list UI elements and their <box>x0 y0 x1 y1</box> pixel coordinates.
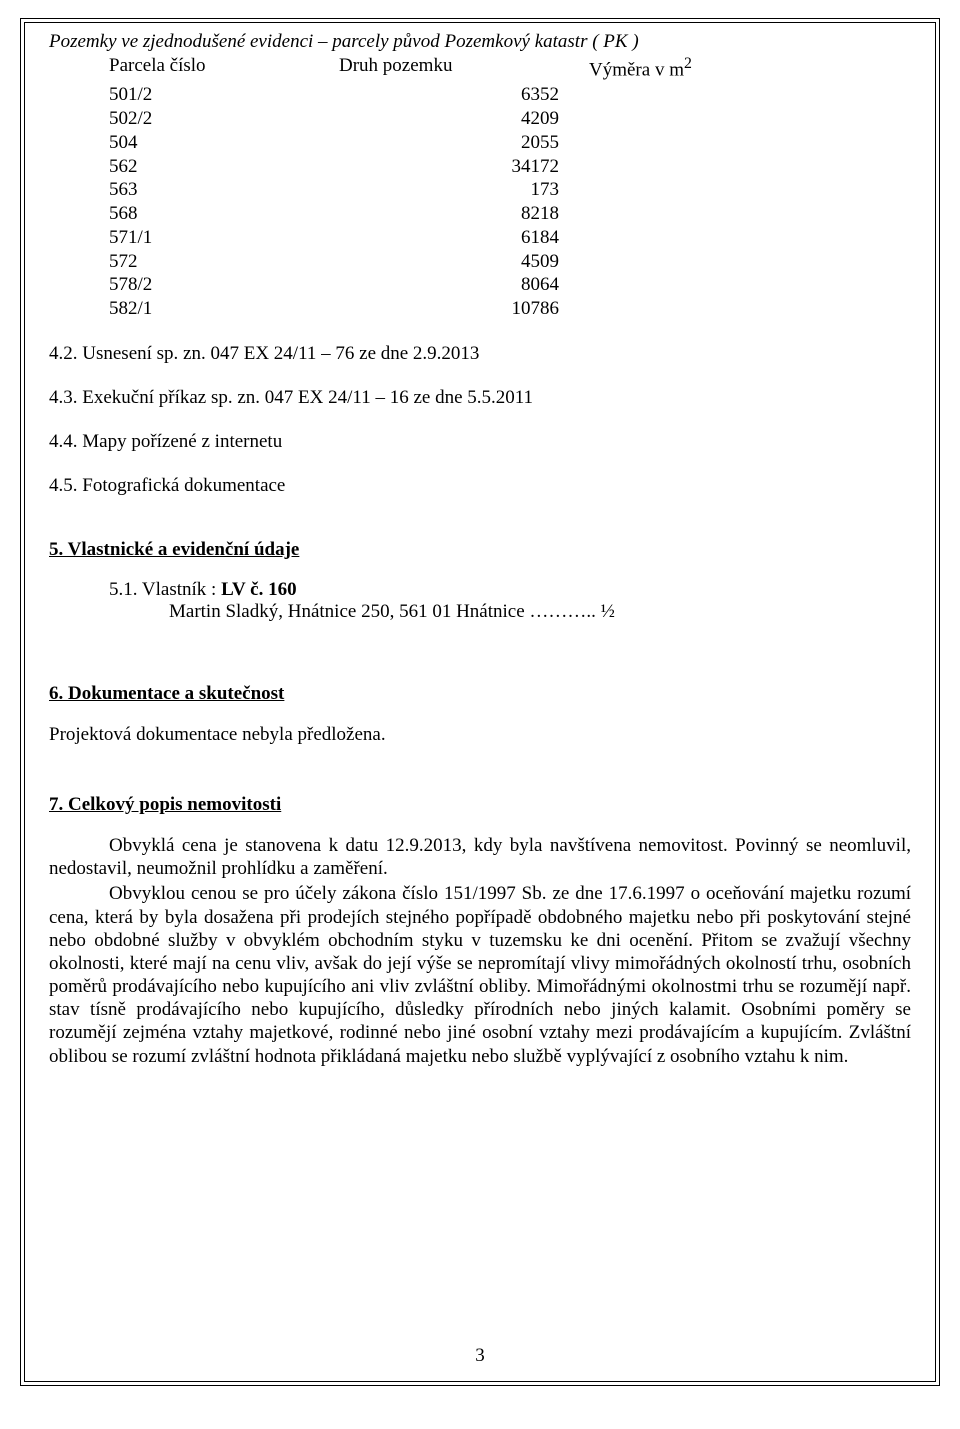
outer-frame: Pozemky ve zjednodušené evidenci – parce… <box>20 18 940 1386</box>
parcel-number: 568 <box>109 202 249 226</box>
spacer <box>249 155 469 179</box>
table-row: 572 4509 <box>109 250 911 274</box>
owner-line: 5.1. Vlastník : LV č. 160 <box>109 579 911 601</box>
parcels-table-header: Parcela číslo Druh pozemku Výměra v m2 <box>109 55 911 81</box>
inner-frame: Pozemky ve zjednodušené evidenci – parce… <box>24 22 936 1382</box>
spacer <box>249 273 469 297</box>
parcel-area: 4209 <box>469 107 559 131</box>
section-7-p2: Obvyklou cenou se pro účely zákona číslo… <box>49 882 911 1067</box>
parcel-number: 572 <box>109 250 249 274</box>
table-row: 563 173 <box>109 178 911 202</box>
col-area-label: Výměra v m <box>589 59 684 80</box>
table-row: 568 8218 <box>109 202 911 226</box>
table-row: 501/2 6352 <box>109 83 911 107</box>
spacer <box>249 297 469 321</box>
col-land-type: Druh pozemku <box>339 55 499 81</box>
parcel-area: 34172 <box>469 155 559 179</box>
parcel-area: 173 <box>469 178 559 202</box>
table-row: 502/2 4209 <box>109 107 911 131</box>
parcel-area: 8064 <box>469 273 559 297</box>
page-number: 3 <box>25 1345 935 1367</box>
parcel-number: 504 <box>109 131 249 155</box>
spacer <box>249 131 469 155</box>
parcel-number: 563 <box>109 178 249 202</box>
item-4-3: 4.3. Exekuční příkaz sp. zn. 047 EX 24/1… <box>49 387 911 409</box>
item-4-5: 4.5. Fotografická dokumentace <box>49 475 911 497</box>
page: Pozemky ve zjednodušené evidenci – parce… <box>0 0 960 1429</box>
table-row: 504 2055 <box>109 131 911 155</box>
table-row: 578/2 8064 <box>109 273 911 297</box>
parcel-number: 571/1 <box>109 226 249 250</box>
section-7-title: 7. Celkový popis nemovitosti <box>49 794 911 816</box>
owner-lv: LV č. 160 <box>221 579 297 600</box>
col-area: Výměra v m2 <box>589 55 749 81</box>
parcel-area: 8218 <box>469 202 559 226</box>
parcel-number: 582/1 <box>109 297 249 321</box>
section-6-body: Projektová dokumentace nebyla předložena… <box>49 723 911 746</box>
parcel-number: 502/2 <box>109 107 249 131</box>
spacer <box>249 202 469 226</box>
item-4-4: 4.4. Mapy pořízené z internetu <box>49 431 911 453</box>
parcel-area: 4509 <box>469 250 559 274</box>
spacer <box>249 226 469 250</box>
spacer <box>249 83 469 107</box>
spacer <box>249 178 469 202</box>
parcel-area: 2055 <box>469 131 559 155</box>
section-5-title: 5. Vlastnické a evidenční údaje <box>49 539 911 561</box>
table-row: 562 34172 <box>109 155 911 179</box>
table-row: 582/1 10786 <box>109 297 911 321</box>
parcel-area: 6184 <box>469 226 559 250</box>
owner-prefix: 5.1. Vlastník : <box>109 579 221 600</box>
owner-name: Martin Sladký, Hnátnice 250, 561 01 Hnát… <box>169 601 911 623</box>
parcel-area: 10786 <box>469 297 559 321</box>
spacer <box>249 250 469 274</box>
parcel-area: 6352 <box>469 83 559 107</box>
item-4-2: 4.2. Usnesení sp. zn. 047 EX 24/11 – 76 … <box>49 343 911 365</box>
parcels-table-body: 501/26352502/242095042055562341725631735… <box>49 83 911 321</box>
table-row: 571/1 6184 <box>109 226 911 250</box>
col-parcel-number: Parcela číslo <box>109 55 249 81</box>
spacer <box>249 107 469 131</box>
parcel-number: 562 <box>109 155 249 179</box>
section-6-title: 6. Dokumentace a skutečnost <box>49 683 911 705</box>
parcels-heading: Pozemky ve zjednodušené evidenci – parce… <box>49 31 911 53</box>
col-area-sup: 2 <box>684 55 692 72</box>
parcel-number: 578/2 <box>109 273 249 297</box>
parcel-number: 501/2 <box>109 83 249 107</box>
section-7-p1: Obvyklá cena je stanovena k datu 12.9.20… <box>49 834 911 880</box>
